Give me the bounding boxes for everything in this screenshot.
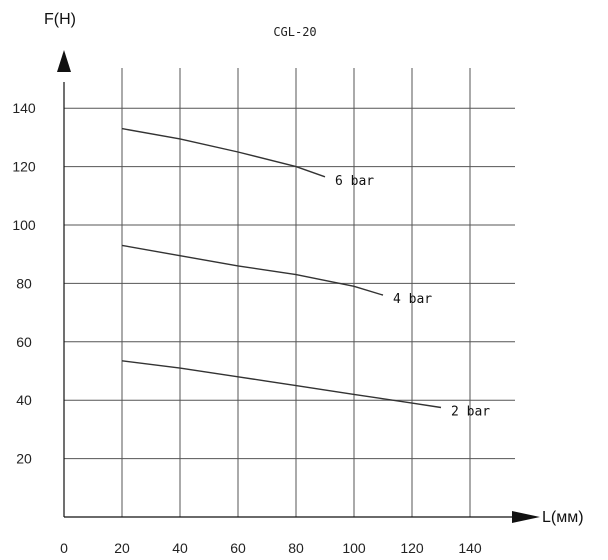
y-tick-label: 100 — [12, 217, 36, 233]
y-tick-label: 120 — [12, 159, 36, 175]
x-tick-labels: 0 20 40 60 80 100 120 140 — [60, 540, 482, 556]
x-tick-label: 0 — [60, 540, 68, 556]
series-label-4-bar: 4 bar — [393, 292, 432, 307]
x-tick-label: 40 — [172, 540, 188, 556]
x-tick-label: 60 — [230, 540, 246, 556]
y-tick-label: 140 — [12, 100, 36, 116]
series-line-6-bar — [121, 127, 326, 178]
y-axis-title: F(H) — [44, 11, 76, 28]
series-label-2-bar: 2 bar — [451, 405, 490, 420]
x-tick-label: 100 — [342, 540, 366, 556]
series-line-2-bar — [121, 360, 442, 409]
x-tick-label: 140 — [458, 540, 482, 556]
x-axis-arrow — [512, 511, 540, 523]
x-axis-title: L(мм) — [542, 509, 584, 526]
x-tick-label: 80 — [288, 540, 304, 556]
y-tick-label: 40 — [16, 392, 32, 408]
vertical-gridlines — [121, 68, 471, 517]
y-tick-label: 60 — [16, 334, 32, 350]
x-tick-label: 20 — [114, 540, 130, 556]
series-labels: 6 bar 4 bar 2 bar — [335, 174, 490, 420]
series-lines — [121, 127, 442, 409]
y-tick-labels: 20 40 60 80 100 120 140 — [12, 100, 36, 466]
series-line-4-bar — [121, 244, 384, 296]
y-tick-label: 80 — [16, 275, 32, 291]
y-axis-arrow — [57, 50, 71, 72]
horizontal-gridlines — [64, 107, 515, 460]
y-tick-label: 20 — [16, 451, 32, 467]
x-tick-label: 120 — [400, 540, 424, 556]
series-label-6-bar: 6 bar — [335, 174, 374, 189]
chart-title: CGL-20 — [273, 25, 316, 39]
